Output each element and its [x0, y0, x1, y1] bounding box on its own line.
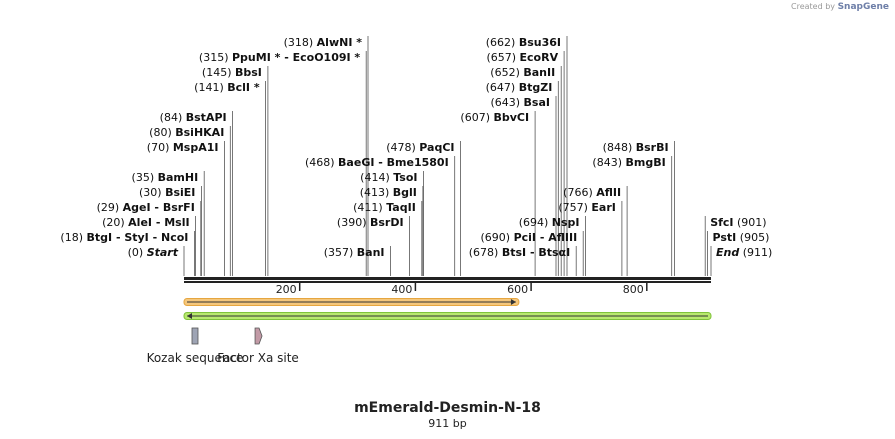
feature-factor-xa-site-mark[interactable]: [254, 327, 263, 345]
site-label-ppumi-ecoo109i[interactable]: (315) PpuMI * - EcoO109I *: [199, 51, 361, 64]
site-label-bsu36i[interactable]: (662) Bsu36I: [486, 36, 561, 49]
site-label-bsrdi[interactable]: (390) BsrDI: [337, 216, 404, 229]
site-label-eari[interactable]: (757) EarI: [558, 201, 616, 214]
site-label-bsiei[interactable]: (30) BsiEI: [139, 186, 195, 199]
brand-credit: Created by SnapGene: [791, 2, 889, 12]
site-label-baegi-bme1580i[interactable]: (468) BaeGI - Bme1580I: [305, 156, 449, 169]
site-label-banii[interactable]: (652) BanII: [490, 66, 555, 79]
feature-kozak-sequence-mark[interactable]: [191, 327, 199, 345]
site-leader-lines: [183, 36, 712, 276]
orf-reverse-arrowhead: [187, 313, 192, 319]
site-label-btgi-styi-ncoi[interactable]: (18) BtgI - StyI - NcoI: [60, 231, 188, 244]
construct-length: 911 bp: [428, 417, 467, 430]
snapgene-logo: SnapGene: [837, 2, 889, 12]
ruler-label-400: 400: [391, 283, 412, 296]
ruler-label-800: 800: [623, 283, 644, 296]
brand-prefix: Created by: [791, 2, 836, 11]
site-label-pcii-afliii[interactable]: (690) PciI - AflIII: [480, 231, 577, 244]
site-label-sfci[interactable]: SfcI (901): [710, 216, 766, 229]
site-label-bsihkai[interactable]: (80) BsiHKAI: [149, 126, 224, 139]
site-label-paqci[interactable]: (478) PaqCI: [386, 141, 454, 154]
orf-arrows: [183, 298, 712, 320]
site-label-psti[interactable]: PstI (905): [713, 231, 770, 244]
sequence-backbone: [184, 277, 711, 283]
site-label-bsai[interactable]: (643) BsaI: [490, 96, 550, 109]
site-label-bcli[interactable]: (141) BclI *: [194, 81, 260, 94]
ruler-label-600: 600: [507, 283, 528, 296]
backbone-bottom-strand: [184, 281, 711, 283]
site-label-bbvci[interactable]: (607) BbvCI: [460, 111, 529, 124]
site-label-taqii[interactable]: (411) TaqII: [353, 201, 416, 214]
site-label-start[interactable]: (0) Start: [128, 246, 179, 259]
site-label-aflii[interactable]: (766) AflII: [563, 186, 621, 199]
site-label-btgzi[interactable]: (647) BtgZI: [486, 81, 553, 94]
feature-factor-xa-site-label: Factor Xa site: [217, 351, 299, 365]
ruler-label-200: 200: [276, 283, 297, 296]
site-label-btsi-bts-i[interactable]: (678) BtsI - BtsαI: [469, 246, 570, 259]
site-label-nspi[interactable]: (694) NspI: [519, 216, 580, 229]
site-label-bmgbi[interactable]: (843) BmgBI: [592, 156, 665, 169]
site-label-ecorv[interactable]: (657) EcoRV: [486, 51, 558, 64]
site-label-alwni[interactable]: (318) AlwNI *: [284, 36, 363, 49]
orf-forward-arrowhead: [510, 299, 516, 305]
site-label-bbsi[interactable]: (145) BbsI: [202, 66, 262, 79]
site-label-bsrbi[interactable]: (848) BsrBI: [603, 141, 669, 154]
site-label-end[interactable]: End (911): [716, 246, 772, 259]
site-label-agei-bsrfi[interactable]: (29) AgeI - BsrFI: [97, 201, 195, 214]
site-label-tsoi[interactable]: (414) TsoI: [360, 171, 417, 184]
site-label-alei-msli[interactable]: (20) AleI - MslI: [102, 216, 190, 229]
site-labels: (0) Start (18) BtgI - StyI - NcoI (20) Ale…: [60, 36, 772, 259]
backbone-top-strand: [184, 277, 711, 280]
construct-name: mEmerald-Desmin-N-18: [354, 400, 541, 416]
feature-kozak-sequence-label: Kozak sequence: [147, 351, 244, 365]
site-label-bani[interactable]: (357) BanI: [324, 246, 385, 259]
site-label-bamhi[interactable]: (35) BamHI: [132, 171, 199, 184]
site-label-bstapi[interactable]: (84) BstAPI: [160, 111, 227, 124]
site-label-bgli[interactable]: (413) BglI: [360, 186, 417, 199]
site-label-mspa1i[interactable]: (70) MspA1I: [147, 141, 219, 154]
ruler: 200 400 600 800: [276, 283, 648, 296]
